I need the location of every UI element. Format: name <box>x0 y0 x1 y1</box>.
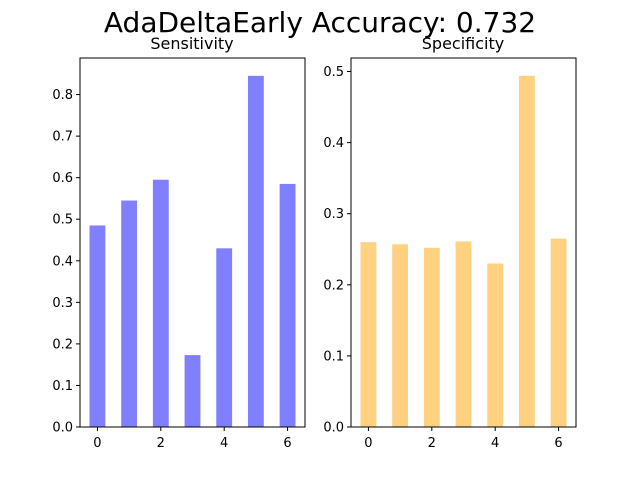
sensitivity-bar-6 <box>279 183 296 427</box>
specificity-ytick-label: 0.4 <box>323 136 344 151</box>
specificity-xtick-label: 4 <box>491 436 499 451</box>
specificity-bar-5 <box>518 75 535 427</box>
sensitivity-ytick-label: 0.4 <box>52 254 73 269</box>
specificity-ytick-label: 0.0 <box>323 421 344 436</box>
sensitivity-chart-title: Sensitivity <box>150 34 233 53</box>
sensitivity-bar-2 <box>152 179 169 427</box>
sensitivity-ytick-label: 0.1 <box>52 379 73 394</box>
sensitivity-xtick-label: 4 <box>220 436 228 451</box>
specificity-axes-frame <box>350 57 577 428</box>
specificity-bar-3 <box>455 241 472 427</box>
specificity-ytick-label: 0.2 <box>323 278 344 293</box>
specificity-xtick-label: 0 <box>364 436 372 451</box>
sensitivity-ytick-label: 0.3 <box>52 296 73 311</box>
specificity-bar-1 <box>392 244 409 427</box>
specificity-bar-2 <box>423 247 440 427</box>
sensitivity-xtick-label: 0 <box>93 436 101 451</box>
sensitivity-ytick-label: 0.8 <box>52 88 73 103</box>
sensitivity-bar-5 <box>247 75 264 428</box>
figure-title: AdaDeltaEarly Accuracy: 0.732 <box>104 6 536 39</box>
sensitivity-ytick-label: 0.5 <box>52 213 73 228</box>
sensitivity-axes-frame <box>79 57 306 428</box>
specificity-bar-6 <box>550 238 567 427</box>
sensitivity-chart: Sensitivity 0.0 0.1 0.2 0.3 0.4 0.5 0.6 0.7 0.8 0… <box>52 34 306 451</box>
sensitivity-ytick-label: 0.0 <box>52 421 73 436</box>
specificity-bar-0 <box>360 242 377 427</box>
specificity-xtick-label: 6 <box>554 436 562 451</box>
specificity-chart: Specificity 0.0 0.1 0.2 0.3 0.4 0.5 0 2 4 6 <box>323 34 577 451</box>
sensitivity-bar-3 <box>184 355 201 427</box>
sensitivity-xtick-label: 2 <box>157 436 165 451</box>
specificity-ytick-label: 0.5 <box>323 65 344 80</box>
sensitivity-bar-0 <box>89 225 106 427</box>
sensitivity-ytick-label: 0.7 <box>52 130 73 145</box>
sensitivity-xtick-label: 6 <box>283 436 291 451</box>
specificity-chart-title: Specificity <box>422 34 504 53</box>
specificity-xtick-label: 2 <box>428 436 436 451</box>
sensitivity-ytick-label: 0.6 <box>52 171 73 186</box>
specificity-bar-4 <box>487 263 504 427</box>
sensitivity-bar-1 <box>121 200 138 427</box>
specificity-ytick-label: 0.3 <box>323 207 344 222</box>
sensitivity-ytick-label: 0.2 <box>52 337 73 352</box>
specificity-ytick-label: 0.1 <box>323 349 344 364</box>
sensitivity-bar-4 <box>216 248 233 427</box>
